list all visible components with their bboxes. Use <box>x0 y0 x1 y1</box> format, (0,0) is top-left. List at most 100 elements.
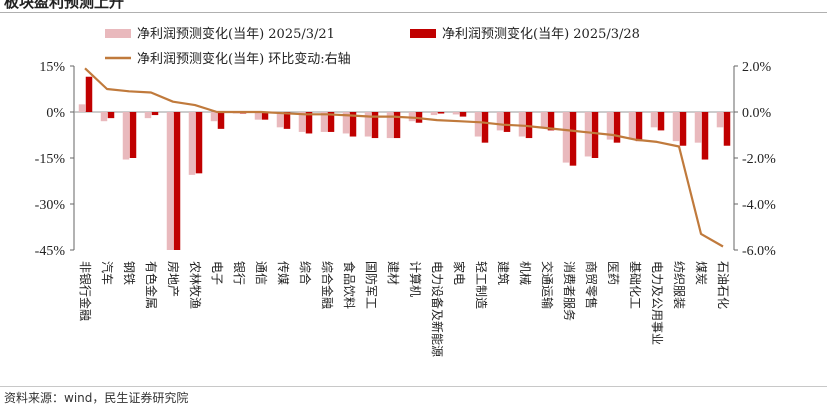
bar-series-1 <box>496 112 504 131</box>
bar-series-2 <box>591 112 599 158</box>
category-label: 非银行金融 <box>78 261 93 321</box>
category-label: 建筑 <box>496 261 511 285</box>
bar-series-1 <box>122 112 130 160</box>
category-label: 综合金融 <box>320 261 335 309</box>
bar-series-2 <box>503 112 511 132</box>
category-label: 钢铁 <box>122 261 136 285</box>
page-title: 板块盈利预测上升 <box>4 0 125 11</box>
bar-series-1 <box>694 112 702 143</box>
category-label: 农林牧渔 <box>188 261 202 309</box>
legend-label-series-2: 净利润预测变化(当年) 2025/3/28 <box>442 26 640 42</box>
bar-series-1 <box>672 112 680 142</box>
bar-series-2 <box>327 112 335 132</box>
bar-series-1 <box>364 112 372 137</box>
bar-series-1 <box>144 112 152 119</box>
legend-swatch-series-1 <box>105 29 131 38</box>
category-label: 交通运输 <box>540 261 555 309</box>
bar-series-2 <box>173 112 181 250</box>
bar-series-1 <box>78 104 86 112</box>
legend-swatch-series-2 <box>410 29 436 38</box>
bar-series-2 <box>723 112 731 146</box>
bar-series-2 <box>569 112 577 166</box>
category-label: 综合 <box>298 261 313 285</box>
category-label: 计算机 <box>408 261 423 297</box>
bar-series-1 <box>518 112 526 137</box>
bar-series-2 <box>371 112 379 139</box>
footer-divider <box>0 386 827 387</box>
legend-label-series-1: 净利润预测变化(当年) 2025/3/21 <box>137 26 335 42</box>
bar-series-2 <box>129 112 137 158</box>
bar-series-2 <box>481 112 489 143</box>
bar-series-2 <box>547 112 555 131</box>
bar-series-2 <box>437 112 445 114</box>
right-axis-tick-label: -4.0% <box>742 198 776 213</box>
bar-series-1 <box>562 112 570 163</box>
bar-series-1 <box>430 112 438 116</box>
bar-series-1 <box>276 112 284 128</box>
left-axis-tick-label: 15% <box>39 60 65 75</box>
category-label: 基础化工 <box>628 261 642 309</box>
bar-series-2 <box>679 112 687 146</box>
bar-series-1 <box>254 112 262 120</box>
category-label: 房地产 <box>166 261 181 297</box>
bar-series-2 <box>459 112 467 117</box>
bar-series-2 <box>283 112 291 129</box>
left-axis-tick-label: -30% <box>35 198 66 213</box>
bar-series-1 <box>474 112 482 137</box>
category-label: 电子 <box>210 261 224 285</box>
bar-series-1 <box>188 112 196 175</box>
bar-series-1 <box>100 112 108 122</box>
bar-series-2 <box>613 112 621 143</box>
category-label: 通信 <box>254 261 268 285</box>
category-label: 商贸零售 <box>584 261 599 309</box>
category-label: 煤炭 <box>694 261 708 285</box>
category-label: 医药 <box>606 261 620 285</box>
bar-series-2 <box>525 112 533 139</box>
bar-series-1 <box>540 112 548 128</box>
line-series-3 <box>84 67 724 248</box>
category-label: 食品饮料 <box>342 261 357 309</box>
bar-series-1 <box>716 112 724 128</box>
category-label: 汽车 <box>100 261 115 285</box>
bar-series-2 <box>151 112 159 116</box>
bar-series-2 <box>217 112 225 129</box>
bar-series-1 <box>452 112 460 115</box>
bar-series-1 <box>606 112 614 140</box>
bar-series-1 <box>298 112 306 132</box>
right-axis-tick-label: 0.0% <box>742 106 772 121</box>
bar-series-2 <box>657 112 665 131</box>
category-label: 消费者服务 <box>562 261 577 321</box>
category-label: 传媒 <box>276 261 291 285</box>
category-label: 电力及公用事业 <box>650 261 664 345</box>
bar-series-2 <box>261 112 269 120</box>
right-axis-tick-label: 2.0% <box>742 60 772 75</box>
category-label: 机械 <box>518 261 533 285</box>
source-note: 资料来源：wind，民生证券研究院 <box>4 391 189 405</box>
category-label: 建材 <box>386 261 400 285</box>
category-label: 石油石化 <box>716 261 730 309</box>
bar-series-2 <box>349 112 357 137</box>
chart-legend: 净利润预测变化(当年) 2025/3/21 净利润预测变化(当年) 2025/3… <box>105 26 640 67</box>
category-label: 有色金属 <box>144 261 159 309</box>
right-axis-tick-label: -6.0% <box>742 244 776 259</box>
bar-series-2 <box>701 112 709 160</box>
bar-series-2 <box>85 76 93 112</box>
category-label: 电力设备及新能源 <box>430 261 445 357</box>
category-label: 轻工制造 <box>474 261 488 309</box>
bar-series-2 <box>195 112 203 174</box>
category-label: 家电 <box>452 261 467 285</box>
bar-series-1 <box>210 112 218 122</box>
bar-series-1 <box>584 112 592 157</box>
legend-label-series-3: 净利润预测变化(当年) 环比变动:右轴 <box>137 51 351 67</box>
bar-series-1 <box>386 112 394 139</box>
bar-series-2 <box>107 112 115 119</box>
left-axis-tick-label: -15% <box>35 152 66 167</box>
title-divider <box>0 12 827 13</box>
earnings-forecast-chart: 净利润预测变化(当年) 2025/3/21 净利润预测变化(当年) 2025/3… <box>35 26 776 357</box>
bar-series-1 <box>320 112 328 132</box>
category-label: 纺织服装 <box>672 261 686 309</box>
bar-series-1 <box>650 112 658 128</box>
bar-series-2 <box>305 112 313 134</box>
bar-series-1 <box>342 112 350 134</box>
bar-series-2 <box>393 112 401 139</box>
